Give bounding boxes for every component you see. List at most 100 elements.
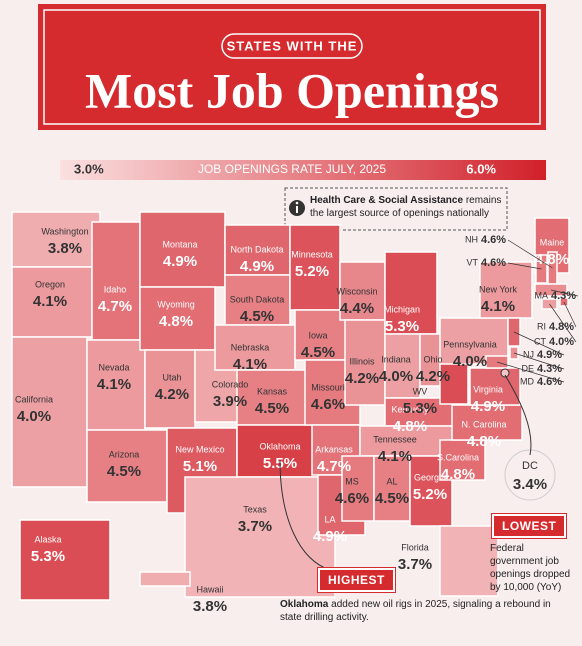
state — [139, 211, 226, 288]
info-icon-stem — [296, 206, 298, 213]
state-value: 4.9% — [163, 253, 197, 270]
leader-line — [563, 301, 577, 328]
state-value: 4.6% — [311, 396, 345, 413]
state-value: 4.8% — [159, 313, 193, 330]
state — [479, 261, 533, 319]
state — [339, 261, 386, 321]
state-value: 3.7% — [238, 518, 272, 535]
state-value: 5.1% — [183, 458, 217, 475]
legend-min: 3.0% — [74, 161, 104, 176]
state-name: Montana — [162, 239, 197, 249]
note-box — [284, 187, 508, 231]
state-name: MS — [345, 476, 359, 486]
state-value: 4.5% — [375, 490, 409, 507]
state-value: 4.0% — [17, 408, 51, 425]
state-value: 4.0% — [453, 353, 487, 370]
state-name: Hawaii — [196, 584, 223, 594]
state-name: Wyoming — [157, 299, 194, 309]
state-name: NJ — [523, 349, 534, 359]
kicker-pill — [221, 33, 363, 59]
state-value: 4.8% — [549, 321, 574, 333]
state-name: Minnesota — [291, 249, 333, 259]
state-name: Ohio — [423, 354, 442, 364]
state-name: Maine — [540, 237, 565, 247]
state-value: 3.9% — [213, 393, 247, 410]
note-text: remains the largest source of openings n… — [310, 195, 502, 219]
state-value: 4.9% — [537, 349, 562, 361]
state-value: 5.2% — [295, 263, 329, 280]
state-value: 4.5% — [301, 344, 335, 361]
state-value: 3.8% — [193, 598, 227, 615]
state — [439, 439, 486, 481]
state — [224, 224, 291, 276]
info-icon-dot — [295, 201, 299, 205]
state-name: California — [15, 394, 53, 404]
state-value: 4.3% — [551, 290, 576, 302]
state-name: Washington — [41, 226, 88, 236]
leader-line — [496, 361, 565, 383]
leader-line — [507, 239, 553, 269]
note-bold: Health Care & Social Assistance — [310, 195, 464, 206]
title: Most Job Openings — [85, 62, 499, 118]
dc-circle — [504, 449, 556, 501]
state-value: 4.8% — [441, 466, 475, 483]
state-name: Wisconsin — [336, 286, 377, 296]
highest-tag: HIGHEST — [317, 567, 396, 593]
state-value: 5.3% — [403, 400, 437, 417]
state-name: Kentucky — [391, 404, 429, 414]
state — [139, 571, 191, 587]
state-value: 4.9% — [471, 398, 505, 415]
state-value: 4.9% — [240, 258, 274, 275]
note: Health Care & Social Assistance remains … — [310, 194, 505, 220]
state-name: Utah — [162, 372, 181, 382]
state-value: 4.5% — [107, 463, 141, 480]
legend-title: JOB OPENINGS RATE JULY, 2025 — [198, 162, 386, 176]
state — [86, 339, 146, 431]
state-name: South Dakota — [230, 294, 285, 304]
dc-marker — [500, 368, 510, 378]
highest-leader — [279, 459, 331, 571]
state-value: 4.6% — [481, 234, 506, 246]
state — [384, 251, 438, 335]
state — [384, 333, 421, 399]
header-box — [38, 4, 546, 130]
dc-name: DC — [522, 460, 538, 472]
state — [439, 525, 499, 597]
state-name: N. Carolina — [461, 419, 506, 429]
dc-leader — [504, 374, 532, 456]
lowest-text: Federal government job openings dropped … — [490, 543, 571, 593]
state-name: Indiana — [381, 354, 411, 364]
state-value: 4.6% — [335, 490, 369, 507]
state-name: DE — [521, 363, 534, 373]
state-value: 4.8% — [467, 433, 501, 450]
kicker: STATES WITH THE — [227, 38, 358, 53]
state-name: MA — [535, 290, 549, 300]
highest-body: added new oil rigs in 2025, signaling a … — [280, 599, 551, 623]
state-name: Missouri — [311, 382, 345, 392]
state — [139, 286, 216, 351]
state-name: Arkansas — [315, 444, 353, 454]
state-name: Pennsylvania — [443, 339, 497, 349]
state-value: 4.1% — [97, 376, 131, 393]
state-name: Kansas — [257, 386, 288, 396]
state-value: 4.1% — [378, 448, 412, 465]
state-name: Tennessee — [373, 434, 417, 444]
state-value: 5.3% — [385, 318, 419, 335]
legend-bar — [60, 160, 546, 180]
highest-bold: Oklahoma — [280, 599, 329, 610]
state-name: Illinois — [349, 356, 375, 366]
state-name: VT — [466, 257, 478, 267]
state — [91, 221, 141, 341]
state-name: Nevada — [98, 362, 129, 372]
state-name: Arizona — [109, 449, 140, 459]
state-value: 4.2% — [345, 370, 379, 387]
state-value: 4.2% — [416, 368, 450, 385]
state-name: Nebraska — [231, 342, 270, 352]
state-name: Virginia — [473, 384, 503, 394]
state-value: 4.3% — [537, 363, 562, 375]
state-name: MD — [520, 376, 534, 386]
state-name: New York — [479, 284, 518, 294]
state-value: 4.1% — [33, 293, 67, 310]
dc-value: 3.4% — [513, 476, 547, 493]
state-name: RI — [537, 321, 546, 331]
